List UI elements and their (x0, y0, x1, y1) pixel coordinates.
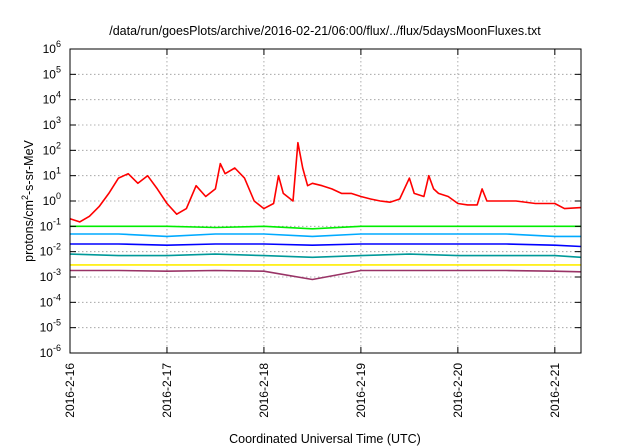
y-tick-label: 105 (43, 64, 61, 81)
x-axis-ticks: 2016-2-16 2016-2-17 2016-2-18 2016-2-19 2016… (63, 49, 562, 418)
x-tick-label: 2016-2-21 (548, 363, 562, 418)
series-line-0 (69, 141, 582, 223)
series-line-4 (69, 253, 582, 259)
y-tick-label: 104 (43, 90, 61, 107)
series-layer (69, 141, 582, 281)
y-tick-label: 106 (43, 39, 61, 56)
series-line-6 (70, 269, 582, 281)
y-axis-label: protons/cm2-s-sr-MeV (20, 139, 36, 261)
y-tick-label: 10-5 (40, 318, 61, 335)
series-line-3 (70, 243, 582, 248)
series-line-2 (70, 233, 581, 238)
series-line-1 (70, 225, 581, 230)
y-tick-label: 10-6 (40, 343, 61, 360)
grid (70, 49, 581, 353)
y-tick-label: 103 (43, 115, 61, 132)
y-tick-label: 102 (43, 140, 61, 157)
x-tick-label: 2016-2-18 (257, 363, 271, 418)
y-tick-label: 10-2 (40, 242, 61, 259)
x-axis-label: Coordinated Universal Time (UTC) (229, 432, 421, 446)
y-axis-ticks: 10-6 10-5 10-4 10-3 10-2 10-1 100 101 102 103 104 1… (40, 39, 581, 360)
x-tick-label: 2016-2-19 (354, 363, 368, 418)
x-tick-label: 2016-2-16 (63, 363, 77, 418)
y-tick-label: 10-1 (40, 216, 61, 233)
chart-title: /data/run/goesPlots/archive/2016-02-21/0… (109, 24, 541, 38)
y-tick-label: 10-3 (40, 267, 61, 284)
y-tick-label: 10-4 (40, 292, 61, 309)
x-tick-label: 2016-2-17 (160, 363, 174, 418)
y-tick-label: 101 (43, 166, 61, 183)
y-tick-label: 100 (43, 191, 61, 208)
x-tick-label: 2016-2-20 (451, 363, 465, 418)
